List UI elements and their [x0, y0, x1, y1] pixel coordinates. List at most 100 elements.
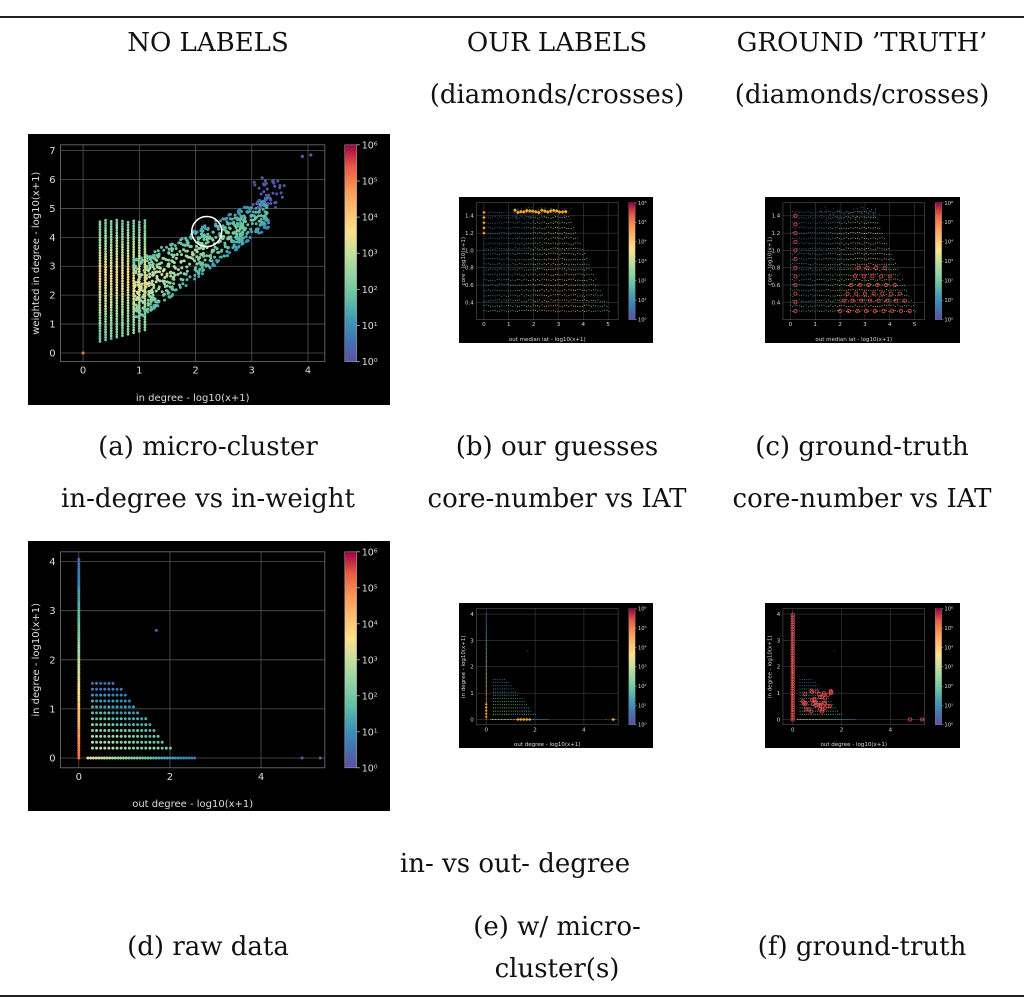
hex-bin — [548, 238, 550, 240]
hex-bin — [581, 306, 583, 308]
hex-bin — [801, 713, 803, 715]
hex-bin — [550, 243, 552, 245]
hex-bin — [854, 279, 856, 281]
hex-bin — [539, 253, 541, 255]
hex-bin — [487, 222, 489, 224]
hex-bin — [109, 326, 113, 330]
colorbar-tick-label: 10² — [638, 684, 647, 690]
hex-bin — [807, 222, 809, 224]
hex-bin — [505, 237, 507, 239]
hex-bin — [318, 756, 322, 760]
hex-bin — [895, 310, 897, 312]
hex-bin — [906, 311, 908, 313]
hex-bin — [104, 338, 107, 342]
hex-bin — [115, 740, 119, 744]
hex-bin — [109, 220, 113, 223]
hex-bin — [485, 676, 487, 678]
hex-bin — [98, 332, 102, 336]
hex-bin — [843, 294, 845, 296]
hex-bin — [490, 284, 492, 286]
hex-bin — [148, 257, 152, 261]
hex-bin — [868, 263, 870, 265]
hex-bin — [821, 211, 823, 213]
hex-bin — [541, 294, 543, 296]
hex-bin — [532, 231, 534, 233]
hex-bin — [803, 678, 805, 680]
hex-bin — [512, 691, 514, 693]
hex-bin — [95, 746, 99, 750]
y-tick-label: 0 — [470, 717, 474, 723]
hex-bin — [872, 212, 874, 214]
hex-bin — [523, 217, 525, 219]
hex-bin — [505, 300, 507, 302]
hex-bin — [552, 233, 554, 235]
hex-bin — [134, 309, 138, 313]
hex-bin — [512, 222, 514, 224]
hex-bin — [136, 283, 140, 287]
hex-bin — [848, 278, 850, 280]
hex-bin — [552, 269, 554, 271]
hex-bin — [816, 283, 818, 285]
hex-bin — [523, 713, 525, 715]
hex-bin — [147, 284, 151, 288]
hex-bin — [877, 228, 879, 230]
hex-bin — [906, 294, 908, 296]
hex-bin — [843, 213, 845, 215]
hex-bin — [832, 252, 834, 254]
hex-bin — [532, 713, 534, 715]
hex-bin — [174, 288, 178, 292]
hex-bin — [812, 269, 814, 271]
x-axis-label: out degree - log10(x+1) — [132, 799, 253, 810]
hex-bin — [568, 268, 570, 270]
hex-bin — [792, 624, 794, 626]
hex-bin — [861, 295, 863, 297]
hex-bin — [890, 279, 892, 281]
hex-bin — [504, 704, 506, 706]
hex-bin — [552, 247, 554, 249]
hex-bin — [199, 229, 203, 233]
hex-bin — [503, 259, 505, 261]
hex-bin — [508, 212, 510, 214]
y-tick-label: 0.8 — [771, 266, 780, 272]
hex-bin — [492, 258, 494, 260]
hex-bin — [581, 273, 583, 275]
hex-bin — [810, 247, 812, 249]
hex-bin — [103, 746, 107, 750]
hex-bin — [570, 289, 572, 291]
hex-bin — [794, 252, 796, 254]
hex-bin — [136, 734, 140, 738]
hex-bin — [895, 278, 897, 280]
hex-bin — [572, 284, 574, 286]
hex-bin — [528, 269, 530, 271]
hex-bin — [845, 223, 847, 225]
hex-bin — [805, 290, 807, 292]
hex-bin — [810, 300, 812, 302]
hex-bin — [103, 723, 107, 727]
hex-bin — [836, 242, 838, 244]
hex-bin — [132, 250, 136, 254]
hex-bin — [132, 292, 136, 296]
hex-bin — [206, 226, 210, 230]
hex-bin — [95, 728, 99, 732]
hex-bin — [77, 680, 81, 684]
hex-bin — [543, 221, 545, 223]
hex-bin — [552, 228, 554, 230]
hex-bin — [495, 685, 497, 687]
hex-bin — [530, 284, 532, 286]
hex-bin — [77, 749, 81, 753]
hex-bin — [870, 232, 872, 234]
hex-bin — [534, 294, 536, 296]
label-marker — [793, 248, 798, 253]
hex-bin — [899, 273, 901, 275]
hex-bin — [150, 279, 154, 283]
hex-bin — [168, 295, 172, 299]
hex-bin — [552, 259, 554, 261]
colorbar-tick-label: 10⁰ — [944, 318, 953, 324]
hex-bin — [848, 289, 850, 291]
hex-bin — [512, 713, 514, 715]
hex-bin — [143, 245, 147, 248]
hex-bin — [557, 264, 559, 266]
hex-bin — [160, 290, 164, 294]
hex-bin — [827, 284, 829, 286]
hex-bin — [921, 719, 923, 721]
